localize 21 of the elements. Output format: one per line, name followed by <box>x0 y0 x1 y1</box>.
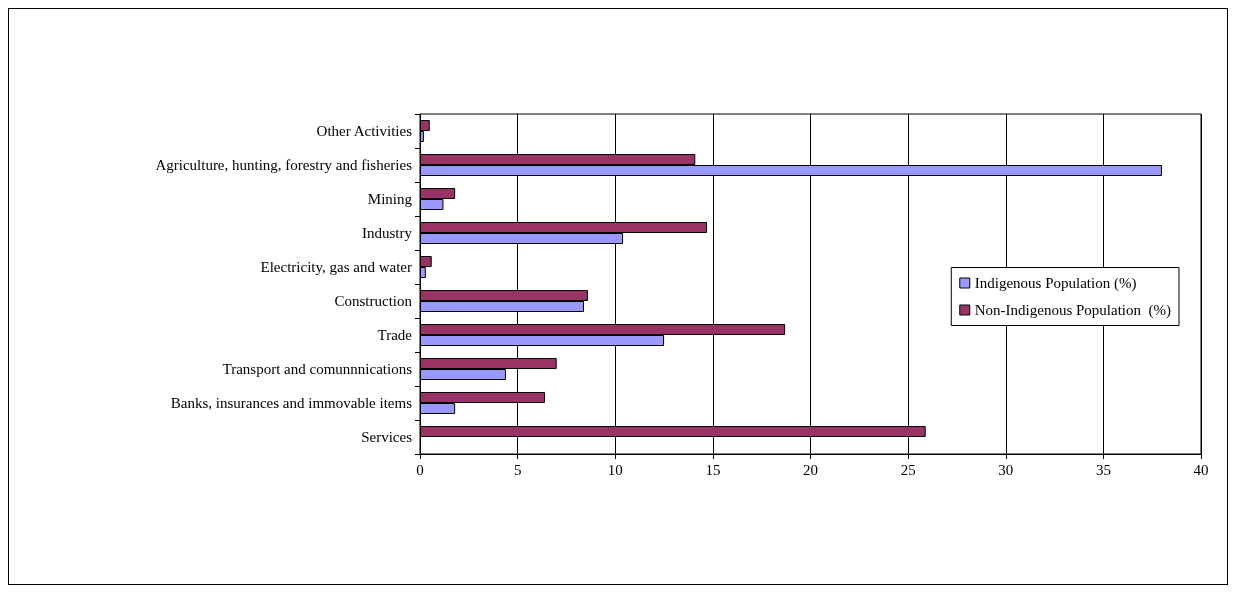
y-tick-label: Transport and comunnnications <box>222 361 413 377</box>
legend-label: Non-Indigenous Population (%) <box>974 302 1172 319</box>
x-tick-label: 20 <box>803 461 818 478</box>
x-tick-label: 35 <box>1095 461 1111 478</box>
y-tick-label: Mining <box>367 191 413 207</box>
x-tick-label: 10 <box>607 461 623 478</box>
x-tick-label: 40 <box>1193 461 1209 478</box>
x-tick-label: 25 <box>900 461 916 478</box>
y-tick-label: Other Activities <box>316 123 413 139</box>
y-tick-label: Trade <box>377 327 413 343</box>
y-tick-label: Services <box>361 429 413 445</box>
legend-label: Indigenous Population (%) <box>974 275 1137 292</box>
x-tick-label: 0 <box>416 461 424 478</box>
y-tick-label: Electricity, gas and water <box>260 259 412 275</box>
x-tick-label: 5 <box>513 461 522 478</box>
y-tick-label: Agriculture, hunting, forestry and fisheries <box>155 157 413 173</box>
y-tick-label: Construction <box>334 293 413 309</box>
y-tick-label: Industry <box>362 225 413 241</box>
x-tick-label: 15 <box>705 461 721 478</box>
y-tick-label: Banks, insurances and immovable items <box>170 395 413 411</box>
x-tick-label: 30 <box>998 461 1014 478</box>
